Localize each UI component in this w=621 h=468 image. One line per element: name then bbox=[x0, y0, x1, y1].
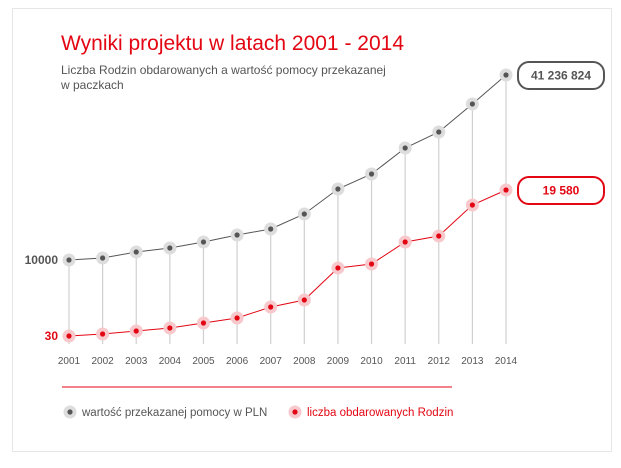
x-tick-label: 2010 bbox=[360, 356, 383, 367]
data-point bbox=[503, 187, 509, 193]
end-value-callout bbox=[517, 176, 605, 205]
x-tick-label: 2002 bbox=[91, 356, 114, 367]
legend-label: liczba obdarowanych Rodzin bbox=[307, 407, 453, 419]
start-value-label: 10000 bbox=[25, 253, 59, 267]
data-point bbox=[234, 232, 240, 238]
legend-marker bbox=[67, 409, 73, 415]
end-value-label: 19 580 bbox=[543, 184, 580, 198]
data-point bbox=[200, 320, 207, 326]
legend-marker bbox=[292, 409, 298, 415]
chart-subtitle-line-1: Liczba Rodzin obdarowanych a wartość pom… bbox=[61, 63, 386, 77]
data-point bbox=[133, 249, 139, 255]
chart-title: Wyniki projektu w latach 2001 - 2014 bbox=[61, 32, 404, 55]
x-tick-label: 2008 bbox=[293, 356, 316, 367]
data-point bbox=[167, 325, 173, 331]
x-tick-label: 2003 bbox=[125, 356, 148, 367]
data-point bbox=[402, 239, 408, 245]
data-point bbox=[503, 72, 509, 78]
chart-frame bbox=[12, 8, 612, 452]
data-point bbox=[436, 233, 442, 239]
x-tick-label: 2013 bbox=[461, 356, 484, 367]
data-point bbox=[402, 145, 408, 151]
x-tick-label: 2006 bbox=[226, 356, 249, 367]
start-value-label: 30 bbox=[45, 329, 59, 343]
data-point bbox=[66, 257, 72, 263]
legend-label: wartość przekazanej pomocy w PLN bbox=[81, 407, 267, 419]
data-point bbox=[100, 255, 106, 261]
data-point bbox=[335, 265, 341, 271]
data-point bbox=[301, 297, 307, 303]
chart-subtitle-line-2: w paczkach bbox=[60, 78, 124, 92]
x-tick-label: 2012 bbox=[428, 356, 451, 367]
x-tick-label: 2004 bbox=[159, 356, 182, 367]
data-point bbox=[133, 328, 139, 334]
x-tick-label: 2014 bbox=[495, 356, 518, 367]
data-point bbox=[268, 304, 274, 310]
data-point bbox=[301, 211, 307, 217]
data-point bbox=[268, 226, 274, 232]
x-tick-label: 2007 bbox=[260, 356, 283, 367]
data-point bbox=[368, 261, 375, 267]
data-point bbox=[66, 333, 72, 339]
data-point bbox=[335, 186, 341, 192]
x-tick-label: 2011 bbox=[394, 356, 416, 367]
data-point bbox=[234, 315, 240, 321]
data-point bbox=[469, 202, 475, 208]
data-point bbox=[469, 101, 475, 107]
x-tick-label: 2005 bbox=[192, 356, 215, 367]
x-tick-label: 2009 bbox=[327, 356, 350, 367]
x-tick-label: 2001 bbox=[58, 356, 81, 367]
data-point bbox=[436, 129, 442, 135]
data-point bbox=[100, 331, 106, 337]
data-point bbox=[200, 239, 207, 245]
end-value-callout bbox=[517, 61, 605, 90]
data-point bbox=[167, 245, 173, 251]
data-point bbox=[368, 171, 375, 177]
end-value-label: 41 236 824 bbox=[531, 69, 591, 83]
